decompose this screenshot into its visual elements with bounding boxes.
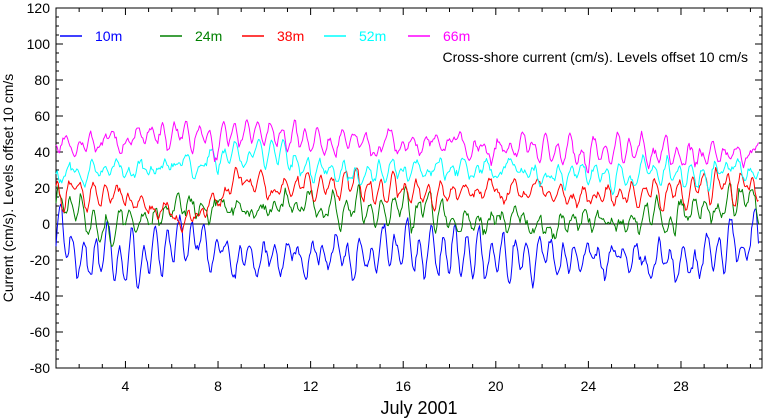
axes: -80 -60 -40 -20 0 20 40 60 80 100 120 4 8 12 16 20 24 28 [27, 0, 763, 394]
series-line-66m [55, 119, 759, 174]
y-axis-label: Current (cm/s). Levels offset 10 cm/s [0, 74, 16, 302]
y-tick-label: 120 [27, 0, 51, 16]
y-tick-label: -80 [30, 360, 50, 376]
y-tick-label: 60 [34, 108, 50, 124]
series-line-10m [55, 203, 759, 289]
y-tick-label: 80 [34, 72, 50, 88]
x-tick-label: 16 [395, 378, 411, 394]
y-tick-label: -40 [30, 288, 50, 304]
x-tick-label: 20 [488, 378, 504, 394]
y-tick-label: 20 [34, 180, 50, 196]
x-tick-label: 24 [581, 378, 597, 394]
chart-annotation: Cross-shore current (cm/s). Levels offse… [443, 49, 749, 65]
x-tick-label: 12 [303, 378, 319, 394]
x-tick-label: 8 [214, 378, 222, 394]
legend-label-10m: 10m [95, 28, 122, 44]
series-line-38m [55, 166, 759, 234]
legend-label-52m: 52m [359, 28, 386, 44]
y-tick-label: -20 [30, 252, 50, 268]
series-line-52m [55, 138, 759, 196]
series-lines [55, 119, 759, 289]
y-tick-label: -60 [30, 324, 50, 340]
y-tick-label: 0 [42, 216, 50, 232]
x-tick-label: 4 [122, 378, 130, 394]
x-tick-label: 28 [673, 378, 689, 394]
legend-label-66m: 66m [443, 28, 470, 44]
legend-label-38m: 38m [277, 28, 304, 44]
legend-label-24m: 24m [195, 28, 222, 44]
x-axis-label: July 2001 [380, 398, 457, 418]
legend: 10m 24m 38m 52m 66m [60, 28, 470, 44]
y-tick-label: 40 [34, 144, 50, 160]
y-tick-label: 100 [27, 36, 51, 52]
